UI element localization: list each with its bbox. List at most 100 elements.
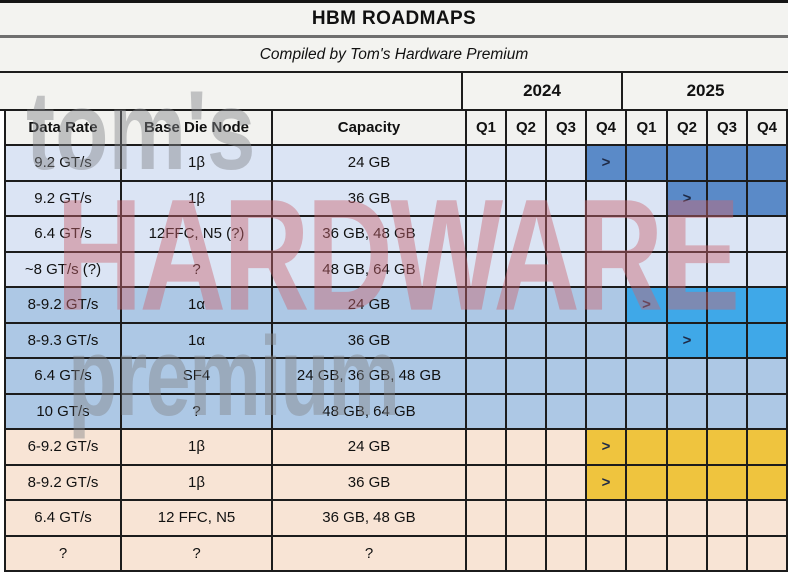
base-die-node-cell: 1β <box>122 465 273 501</box>
quarter-cell <box>587 217 627 253</box>
quarter-cell <box>708 181 748 217</box>
table-header-row: Data Rate Base Die Node Capacity Q1 Q2 Q… <box>6 111 788 146</box>
quarter-cell <box>507 359 547 395</box>
quarter-cell <box>668 359 708 395</box>
quarter-cell <box>748 465 788 501</box>
quarter-cell <box>627 394 668 430</box>
quarter-cell <box>467 536 507 572</box>
quarter-cell <box>668 217 708 253</box>
quarter-cell: > <box>668 323 708 359</box>
quarter-cell <box>547 536 587 572</box>
quarter-header: Q2 <box>507 111 547 146</box>
quarter-cell <box>507 430 547 466</box>
base-die-node-cell: 1α <box>122 288 273 324</box>
quarter-cell <box>708 430 748 466</box>
quarter-cell <box>708 501 748 537</box>
quarter-cell <box>748 181 788 217</box>
quarter-cell <box>668 536 708 572</box>
quarter-cell: > <box>587 146 627 182</box>
base-die-node-cell: ? <box>122 252 273 288</box>
quarter-cell <box>668 146 708 182</box>
table-row: 9.2 GT/s 1β 36 GB > <box>6 181 788 217</box>
table-row: 9.2 GT/s 1β 24 GB > <box>6 146 788 182</box>
quarter-cell <box>627 323 668 359</box>
quarter-cell <box>467 146 507 182</box>
quarter-cell: > <box>668 181 708 217</box>
quarter-cell <box>547 217 587 253</box>
capacity-cell: 24 GB <box>273 430 467 466</box>
quarter-cell <box>507 323 547 359</box>
capacity-cell: 24 GB <box>273 288 467 324</box>
quarter-cell <box>627 465 668 501</box>
quarter-cell <box>748 359 788 395</box>
table-row: ~8 GT/s (?) ? 48 GB, 64 GB <box>6 252 788 288</box>
quarter-cell <box>627 430 668 466</box>
data-rate-cell: 8-9.2 GT/s <box>6 288 122 324</box>
quarter-cell <box>627 359 668 395</box>
quarter-cell <box>587 288 627 324</box>
quarter-header: Q4 <box>748 111 788 146</box>
quarter-cell <box>708 394 748 430</box>
base-die-node-cell: 1β <box>122 181 273 217</box>
quarter-cell <box>547 252 587 288</box>
quarter-cell <box>627 501 668 537</box>
data-rate-cell: 6-9.2 GT/s <box>6 430 122 466</box>
quarter-cell <box>708 323 748 359</box>
quarter-cell <box>708 288 748 324</box>
base-die-node-cell: 1α <box>122 323 273 359</box>
data-rate-cell: 8-9.2 GT/s <box>6 465 122 501</box>
quarter-cell <box>708 536 748 572</box>
quarter-cell <box>467 181 507 217</box>
table-row: 6.4 GT/s 12FFC, N5 (?) 36 GB, 48 GB <box>6 217 788 253</box>
quarter-cell <box>507 146 547 182</box>
quarter-cell <box>467 323 507 359</box>
quarter-cell <box>547 501 587 537</box>
table-row: 8-9.3 GT/s 1α 36 GB > <box>6 323 788 359</box>
table-row: 8-9.2 GT/s 1β 36 GB > <box>6 465 788 501</box>
quarter-cell <box>587 394 627 430</box>
table-row: 6.4 GT/s 12 FFC, N5 36 GB, 48 GB <box>6 501 788 537</box>
quarter-cell: > <box>627 288 668 324</box>
quarter-cell <box>627 536 668 572</box>
quarter-cell <box>507 181 547 217</box>
quarter-cell <box>748 146 788 182</box>
data-rate-cell: 9.2 GT/s <box>6 181 122 217</box>
quarter-cell <box>547 359 587 395</box>
quarter-cell <box>587 252 627 288</box>
quarter-cell <box>547 288 587 324</box>
quarter-cell <box>748 323 788 359</box>
quarter-cell <box>668 288 708 324</box>
quarter-cell <box>668 430 708 466</box>
quarter-cell <box>627 181 668 217</box>
table-row: 10 GT/s ? 48 GB, 64 GB <box>6 394 788 430</box>
column-header-base-die-node: Base Die Node <box>122 111 273 146</box>
quarter-cell <box>467 394 507 430</box>
quarter-cell <box>467 217 507 253</box>
year-header-row: 2024 2025 <box>0 73 788 111</box>
quarter-cell <box>547 394 587 430</box>
quarter-cell <box>547 146 587 182</box>
capacity-cell: 24 GB, 36 GB, 48 GB <box>273 359 467 395</box>
quarter-cell <box>587 501 627 537</box>
subtitle: Compiled by Tom's Hardware Premium <box>0 38 788 73</box>
quarter-cell <box>587 359 627 395</box>
base-die-node-cell: 12FFC, N5 (?) <box>122 217 273 253</box>
quarter-cell <box>467 252 507 288</box>
quarter-cell <box>748 501 788 537</box>
quarter-cell <box>507 501 547 537</box>
quarter-cell <box>668 465 708 501</box>
quarter-cell <box>507 217 547 253</box>
base-die-node-cell: SF4 <box>122 359 273 395</box>
quarter-cell <box>587 536 627 572</box>
quarter-cell <box>668 252 708 288</box>
base-die-node-cell: 1β <box>122 430 273 466</box>
quarter-cell: > <box>587 430 627 466</box>
roadmap-grid: Data Rate Base Die Node Capacity Q1 Q2 Q… <box>4 111 788 572</box>
quarter-cell <box>708 217 748 253</box>
quarter-cell <box>547 181 587 217</box>
quarter-cell <box>748 252 788 288</box>
quarter-cell <box>748 430 788 466</box>
quarter-header: Q1 <box>627 111 668 146</box>
data-rate-cell: 8-9.3 GT/s <box>6 323 122 359</box>
quarter-cell <box>467 465 507 501</box>
